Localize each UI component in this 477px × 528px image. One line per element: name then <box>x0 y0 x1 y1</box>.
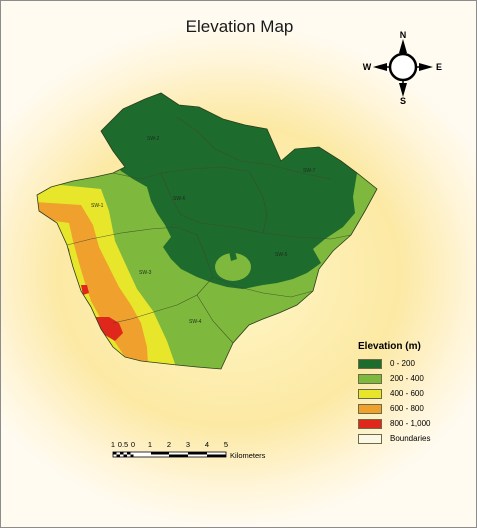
legend-item-400-600: 400 - 600 <box>358 386 468 401</box>
scale-bar: 1 0.5 0 1 2 3 4 5 Kilometers <box>111 440 266 460</box>
elevation-zone-0-200 <box>101 93 357 289</box>
scale-tick-2: 2 <box>167 440 171 449</box>
compass-south-label: S <box>400 96 406 106</box>
compass-north-label: N <box>400 30 407 40</box>
elevation-zone-800-1000-south <box>95 317 123 341</box>
legend-title: Elevation (m) <box>358 341 421 352</box>
sw-label-6: SW-6 <box>173 196 186 202</box>
study-area-outline <box>36 92 378 370</box>
scale-tick-1: 1 <box>148 440 152 449</box>
legend: Elevation (m) 0 - 200 200 - 400 400 - 60… <box>358 341 468 446</box>
sw-label-7: SW-7 <box>303 168 316 174</box>
scale-tick-0: 0 <box>131 440 135 449</box>
sw-label-5: SW-5 <box>275 252 288 258</box>
legend-swatch-0-200 <box>358 358 382 369</box>
sw-label-3: SW-3 <box>139 270 152 276</box>
scale-tick-0-5: 0.5 <box>118 440 128 449</box>
sw-label-1: SW-1 <box>91 203 104 209</box>
legend-label-200-400: 200 - 400 <box>390 374 424 383</box>
legend-swatch-boundaries <box>358 433 382 444</box>
legend-label-boundaries: Boundaries <box>390 434 431 443</box>
elevation-zone-200-400-island <box>215 253 251 281</box>
scale-tick-4: 4 <box>205 440 209 449</box>
scale-tick-1-left: 1 <box>111 440 115 449</box>
compass-east-label: E <box>436 62 442 72</box>
legend-label-400-600: 400 - 600 <box>390 389 424 398</box>
scale-tick-3: 3 <box>186 440 190 449</box>
legend-swatch-400-600 <box>358 388 382 399</box>
legend-swatch-800-1000 <box>358 418 382 429</box>
legend-item-200-400: 200 - 400 <box>358 371 468 386</box>
elevation-zone-800-1000-mid <box>81 285 89 295</box>
legend-swatch-200-400 <box>358 373 382 384</box>
sub-watershed-boundaries <box>66 116 352 344</box>
map-title: Elevation Map <box>185 17 294 36</box>
legend-item-0-200: 0 - 200 <box>358 356 468 371</box>
legend-label-600-800: 600 - 800 <box>390 404 424 413</box>
sw-label-4: SW-4 <box>189 319 202 325</box>
scale-tick-5: 5 <box>224 440 228 449</box>
compass-rose: N S W E <box>363 30 442 106</box>
elevation-zone-0-200-inlet <box>229 251 237 261</box>
scale-unit: Kilometers <box>230 451 266 460</box>
legend-item-boundaries: Boundaries <box>358 431 468 446</box>
compass-west-label: W <box>363 62 372 72</box>
legend-item-800-1000: 800 - 1,000 <box>358 416 468 431</box>
legend-item-600-800: 600 - 800 <box>358 401 468 416</box>
sw-label-2: SW-2 <box>147 136 160 142</box>
legend-swatch-600-800 <box>358 403 382 414</box>
legend-label-800-1000: 800 - 1,000 <box>390 419 431 428</box>
legend-label-0-200: 0 - 200 <box>390 359 415 368</box>
